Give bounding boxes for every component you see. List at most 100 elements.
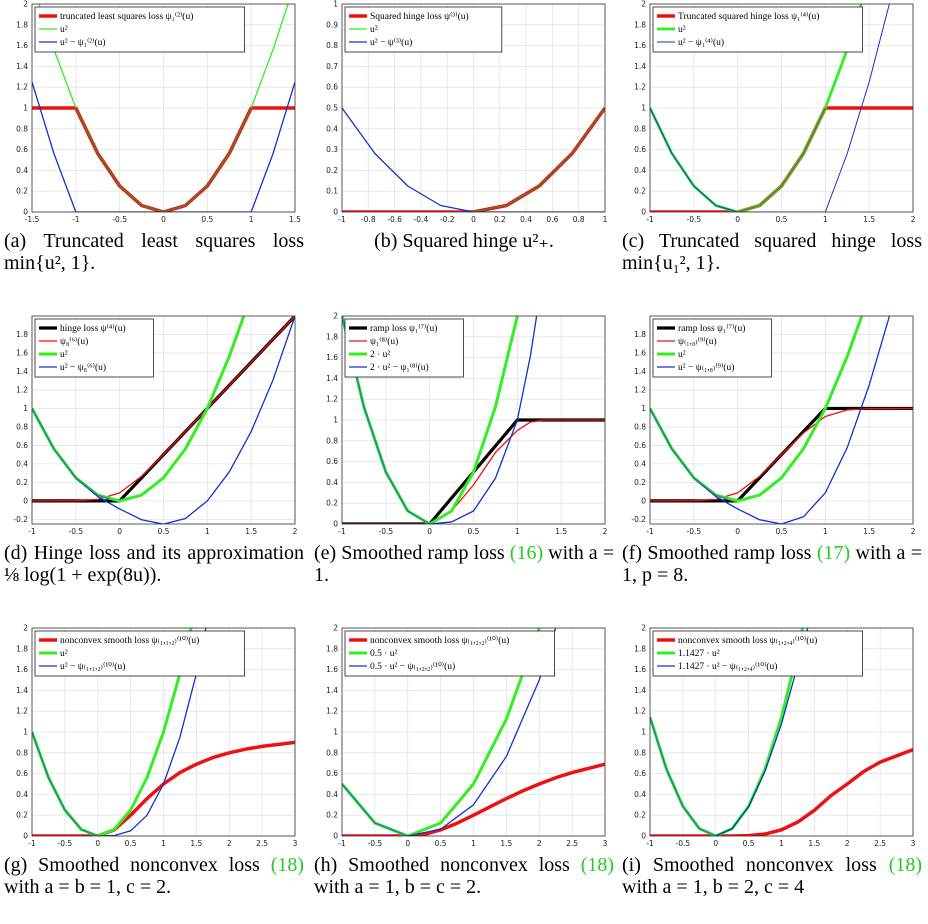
y-tick-label: 1.4 [16,62,28,71]
equation-reference[interactable]: (18) [270,854,305,876]
tick-labels: -1 -0.8 -0.6 -0.4 -0.2 0 0.2 0.4 0.6 0.8 1 0 0.1 0.2 0… [326,0,608,224]
x-tick-label: -1 [72,215,80,224]
legend-label: 0.5 · u² [370,649,398,659]
x-tick-label: 0.5 [435,839,447,848]
series-line-2 [650,407,913,502]
series-line-4 [737,107,826,212]
caption-text: Smoothed nonconvex loss [652,854,877,876]
series-group [650,4,913,212]
series-group [650,316,913,524]
y-tick-label: -0.2 [13,515,28,524]
x-tick-label: -1 [646,527,654,536]
y-tick-label: 0.8 [634,422,646,431]
legend: nonconvex smooth loss ψ₍₁,₂,₄₎⁽¹⁰⁾(u) 1.1… [652,630,864,677]
x-tick-label: 1 [249,215,254,224]
x-tick-label: -0.6 [387,215,402,224]
caption-text: Smoothed ramp loss [341,542,505,564]
y-tick-label: 1.2 [326,395,338,404]
x-tick-label: -1 [28,839,36,848]
tick-labels: -1 -0.5 0 0.5 1 1.5 2 2.5 3 0 0.2 0.4 0.6 0.8 1 1.2 1.4 1… [634,624,916,849]
tick-labels: -1.5 -1 -0.5 0 0.5 1 1.5 0 0.2 0.4 0.6 0.8 1 1.2 1.4 1.… [16,0,301,224]
x-tick-label: 2 [603,527,608,536]
x-tick-label: -0.5 [368,839,383,848]
y-tick-label: 1.6 [16,348,28,357]
x-tick-label: 1 [823,527,828,536]
axes-frame [649,3,914,213]
chart-panel-g: -1 -0.5 0 0.5 1 1.5 2 2.5 3 0 0.2 0.4 0.6 0.8 1 1.2 1.4 1… [0,624,300,924]
legend: Squared hinge loss ψ⁽³⁾(u) u² u² − ψ⁽³⁾(u) [344,6,503,53]
caption-c: (c) Truncated squared hinge loss min{u₁²… [622,230,922,274]
legend-label: u² − ψ⁽³⁾(u) [370,37,412,48]
chart-panel-c: -1 -0.5 0 0.5 1 1.5 2 0 0.2 0.4 0.6 0.8 1 1.2 1.4 1.6 1.… [618,0,918,300]
axes-frame [649,315,914,525]
y-tick-label: 1.8 [16,330,28,339]
equation-reference[interactable]: (18) [888,854,923,876]
x-tick-label: -0.5 [58,839,73,848]
tick-labels: -1 -0.5 0 0.5 1 1.5 2 -0.2 0 0.2 0.4 0.6 0.8 1 1.2 1.4 1… [13,330,297,536]
legend-label: Truncated squared hinge loss ψ₁⁽⁴⁾(u) [678,11,819,22]
y-tick-label: 0.3 [326,145,338,154]
chart-g: -1 -0.5 0 0.5 1 1.5 2 2.5 3 0 0.2 0.4 0.6 0.8 1 1.2 1.4 1… [16,624,298,849]
y-tick-label: 1.6 [16,41,28,50]
tick-labels: -1 -0.5 0 0.5 1 1.5 2 2.5 3 0 0.2 0.4 0.6 0.8 1 1.2 1.4 1… [16,624,298,849]
equation-reference[interactable]: (18) [580,854,615,876]
series-line-4 [32,731,98,836]
y-tick-label: 0 [333,520,338,529]
y-tick-label: 0.6 [326,83,338,92]
x-tick-label: 2 [845,839,850,848]
caption-text: Smoothed nonconvex loss [38,854,260,876]
x-tick-label: 0.4 [520,215,532,224]
y-tick-label: 1.6 [326,353,338,362]
chart-panel-a: -1.5 -1 -0.5 0 0.5 1 1.5 0 0.2 0.4 0.6 0.8 1 1.2 1.4 1.… [0,0,301,300]
legend-label: ψ₁⁽⁸⁾(u) [370,336,398,347]
equation-reference[interactable]: (16) [509,542,544,564]
chart-c: -1 -0.5 0 0.5 1 1.5 2 0 0.2 0.4 0.6 0.8 1 1.2 1.4 1.6 1.… [634,0,916,224]
y-tick-label: 0.2 [634,811,646,820]
y-tick-label: 1.2 [326,707,338,716]
x-tick-label: 0.5 [776,215,788,224]
x-tick-label: 3 [603,839,608,848]
x-tick-label: -0.5 [112,215,127,224]
y-tick-label: 0.2 [326,166,338,175]
y-tick-label: 1.2 [16,83,28,92]
legend-label: 0.5 · u² − ψ₍₁,₂,₂₎⁽¹⁰⁾(u) [370,661,455,672]
y-tick-label: 0.2 [16,811,28,820]
series-line-4 [342,783,408,836]
legend-label: u² [60,350,68,360]
caption-tail: with a = 1, b = c = 2. [314,876,482,898]
y-tick-label: 1 [333,728,338,737]
axes-frame [649,627,914,837]
legend: ramp loss ψ₁⁽⁷⁾(u) ψ₍₁,₈₎⁽⁹⁾(u) u² u² − ψ₍₁… [652,318,772,378]
y-tick-label: 2 [23,0,28,9]
legend-label: ramp loss ψ₁⁽⁷⁾(u) [370,323,437,334]
y-tick-label: 1.4 [326,374,338,383]
x-tick-label: 0.6 [546,215,558,224]
y-tick-label: 1.8 [634,330,646,339]
legend-box [34,630,246,677]
y-tick-label: 1.2 [634,707,646,716]
legend-label: u² [60,25,68,35]
x-tick-label: 0.2 [494,215,506,224]
chart-a: -1.5 -1 -0.5 0 0.5 1 1.5 0 0.2 0.4 0.6 0.8 1 1.2 1.4 1.… [16,0,301,224]
legend-label: ψ₍₁,₈₎⁽⁹⁾(u) [678,336,717,347]
x-tick-label: 1 [823,215,828,224]
x-tick-label: 2.5 [256,839,268,848]
y-tick-label: 0.6 [16,769,28,778]
tick-labels: -1 -0.5 0 0.5 1 1.5 2 2.5 3 0 0.2 0.4 0.6 0.8 1 1.2 1.4 1… [326,624,608,849]
x-tick-label: -0.8 [361,215,376,224]
y-tick-label: 0.8 [16,422,28,431]
chart-b: -1 -0.8 -0.6 -0.4 -0.2 0 0.2 0.4 0.6 0.8 1 0 0.1 0.2 0… [326,0,608,224]
y-tick-label: 0.2 [634,478,646,487]
equation-reference[interactable]: (17) [816,542,851,564]
x-tick-label: -0.5 [379,527,394,536]
y-tick-label: 0.8 [326,41,338,50]
chart-f: -1 -0.5 0 0.5 1 1.5 2 -0.2 0 0.2 0.4 0.6 0.8 1 1.2 1.4 1… [631,315,916,536]
chart-panel-b: -1 -0.8 -0.6 -0.4 -0.2 0 0.2 0.4 0.6 0.8 1 0 0.1 0.2 0… [310,0,610,300]
x-tick-label: 0 [117,527,122,536]
x-tick-label: -1 [338,215,346,224]
y-tick-label: 1.4 [326,686,338,695]
y-tick-label: 0.4 [634,459,646,468]
y-tick-label: 0.5 [326,104,338,113]
legend-label: 1.1427 · u² [678,649,720,659]
legend-label: hinge loss ψ⁽⁴⁾(u) [60,323,126,334]
